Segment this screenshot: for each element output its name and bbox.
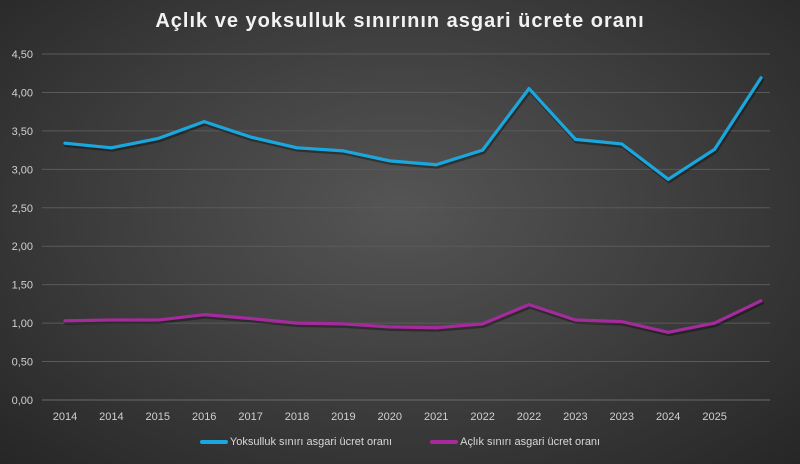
data-point xyxy=(666,330,670,334)
series-line-1 xyxy=(63,299,763,334)
x-tick-label: 2019 xyxy=(331,411,355,423)
data-point xyxy=(63,141,67,145)
legend-swatch-yoksulluk xyxy=(199,440,228,444)
data-point xyxy=(759,299,763,303)
x-tick-label: 2018 xyxy=(285,411,309,423)
y-tick-label: 3,00 xyxy=(12,164,33,176)
data-point xyxy=(388,159,392,163)
y-tick-label: 1,00 xyxy=(12,318,33,330)
data-point xyxy=(63,319,67,323)
x-tick-label: 2023 xyxy=(563,411,587,423)
data-point xyxy=(388,325,392,329)
series-shadow xyxy=(64,300,764,337)
x-tick-label: 2025 xyxy=(702,411,726,423)
y-tick-label: 3,50 xyxy=(12,126,33,138)
series-line-0 xyxy=(63,76,763,181)
legend-item-yoksulluk: Yoksulluk sınırı asgari ücret oranı xyxy=(199,436,393,448)
data-point xyxy=(481,148,485,152)
x-tick-label: 2022 xyxy=(470,411,494,423)
data-point xyxy=(434,163,438,167)
x-tick-label: 2014 xyxy=(99,411,123,423)
legend-label-yoksulluk: Yoksulluk sınırı asgari ücret oranı xyxy=(229,436,393,448)
x-tick-label: 2022 xyxy=(517,411,541,423)
data-point xyxy=(109,318,113,322)
data-point xyxy=(573,137,577,141)
data-point xyxy=(620,142,624,146)
x-tick-label: 2023 xyxy=(610,411,634,423)
data-point xyxy=(341,322,345,326)
data-point xyxy=(481,322,485,326)
chart-title: Açlık ve yoksulluk sınırının asgari ücre… xyxy=(155,10,645,32)
data-point xyxy=(666,177,670,181)
legend-swatch-aclik xyxy=(430,440,459,444)
data-point xyxy=(713,147,717,151)
data-point xyxy=(573,318,577,322)
x-tick-label: 2024 xyxy=(656,411,680,423)
legend-item-aclik: Açlık sınırı asgari ücret oranı xyxy=(430,436,600,448)
data-point xyxy=(109,146,113,150)
data-point xyxy=(295,146,299,150)
y-tick-label: 0,50 xyxy=(12,357,33,369)
data-point xyxy=(295,321,299,325)
data-point xyxy=(759,76,763,80)
x-tick-label: 2015 xyxy=(146,411,170,423)
x-tick-label: 2016 xyxy=(192,411,216,423)
data-point xyxy=(434,326,438,330)
y-tick-label: 2,50 xyxy=(12,203,33,215)
y-tick-label: 4,50 xyxy=(12,49,33,61)
data-point xyxy=(620,320,624,324)
data-point xyxy=(202,120,206,124)
y-tick-label: 2,00 xyxy=(12,241,33,253)
data-point xyxy=(202,313,206,317)
data-point xyxy=(249,135,253,139)
data-point xyxy=(527,87,531,91)
y-tick-label: 0,00 xyxy=(12,395,33,407)
data-point xyxy=(156,318,160,322)
x-tick-label: 2014 xyxy=(53,411,77,423)
data-point xyxy=(713,321,717,325)
legend: Yoksulluk sınırı asgari ücret oranı Açlı… xyxy=(0,436,800,448)
data-point xyxy=(156,137,160,141)
data-point xyxy=(249,316,253,320)
data-point xyxy=(527,303,531,307)
y-tick-label: 4,00 xyxy=(12,87,33,99)
x-tick-label: 2017 xyxy=(238,411,262,423)
y-tick-label: 1,50 xyxy=(12,280,33,292)
x-tick-label: 2021 xyxy=(424,411,448,423)
x-tick-label: 2020 xyxy=(378,411,402,423)
legend-label-aclik: Açlık sınırı asgari ücret oranı xyxy=(460,436,601,448)
data-point xyxy=(341,149,345,153)
